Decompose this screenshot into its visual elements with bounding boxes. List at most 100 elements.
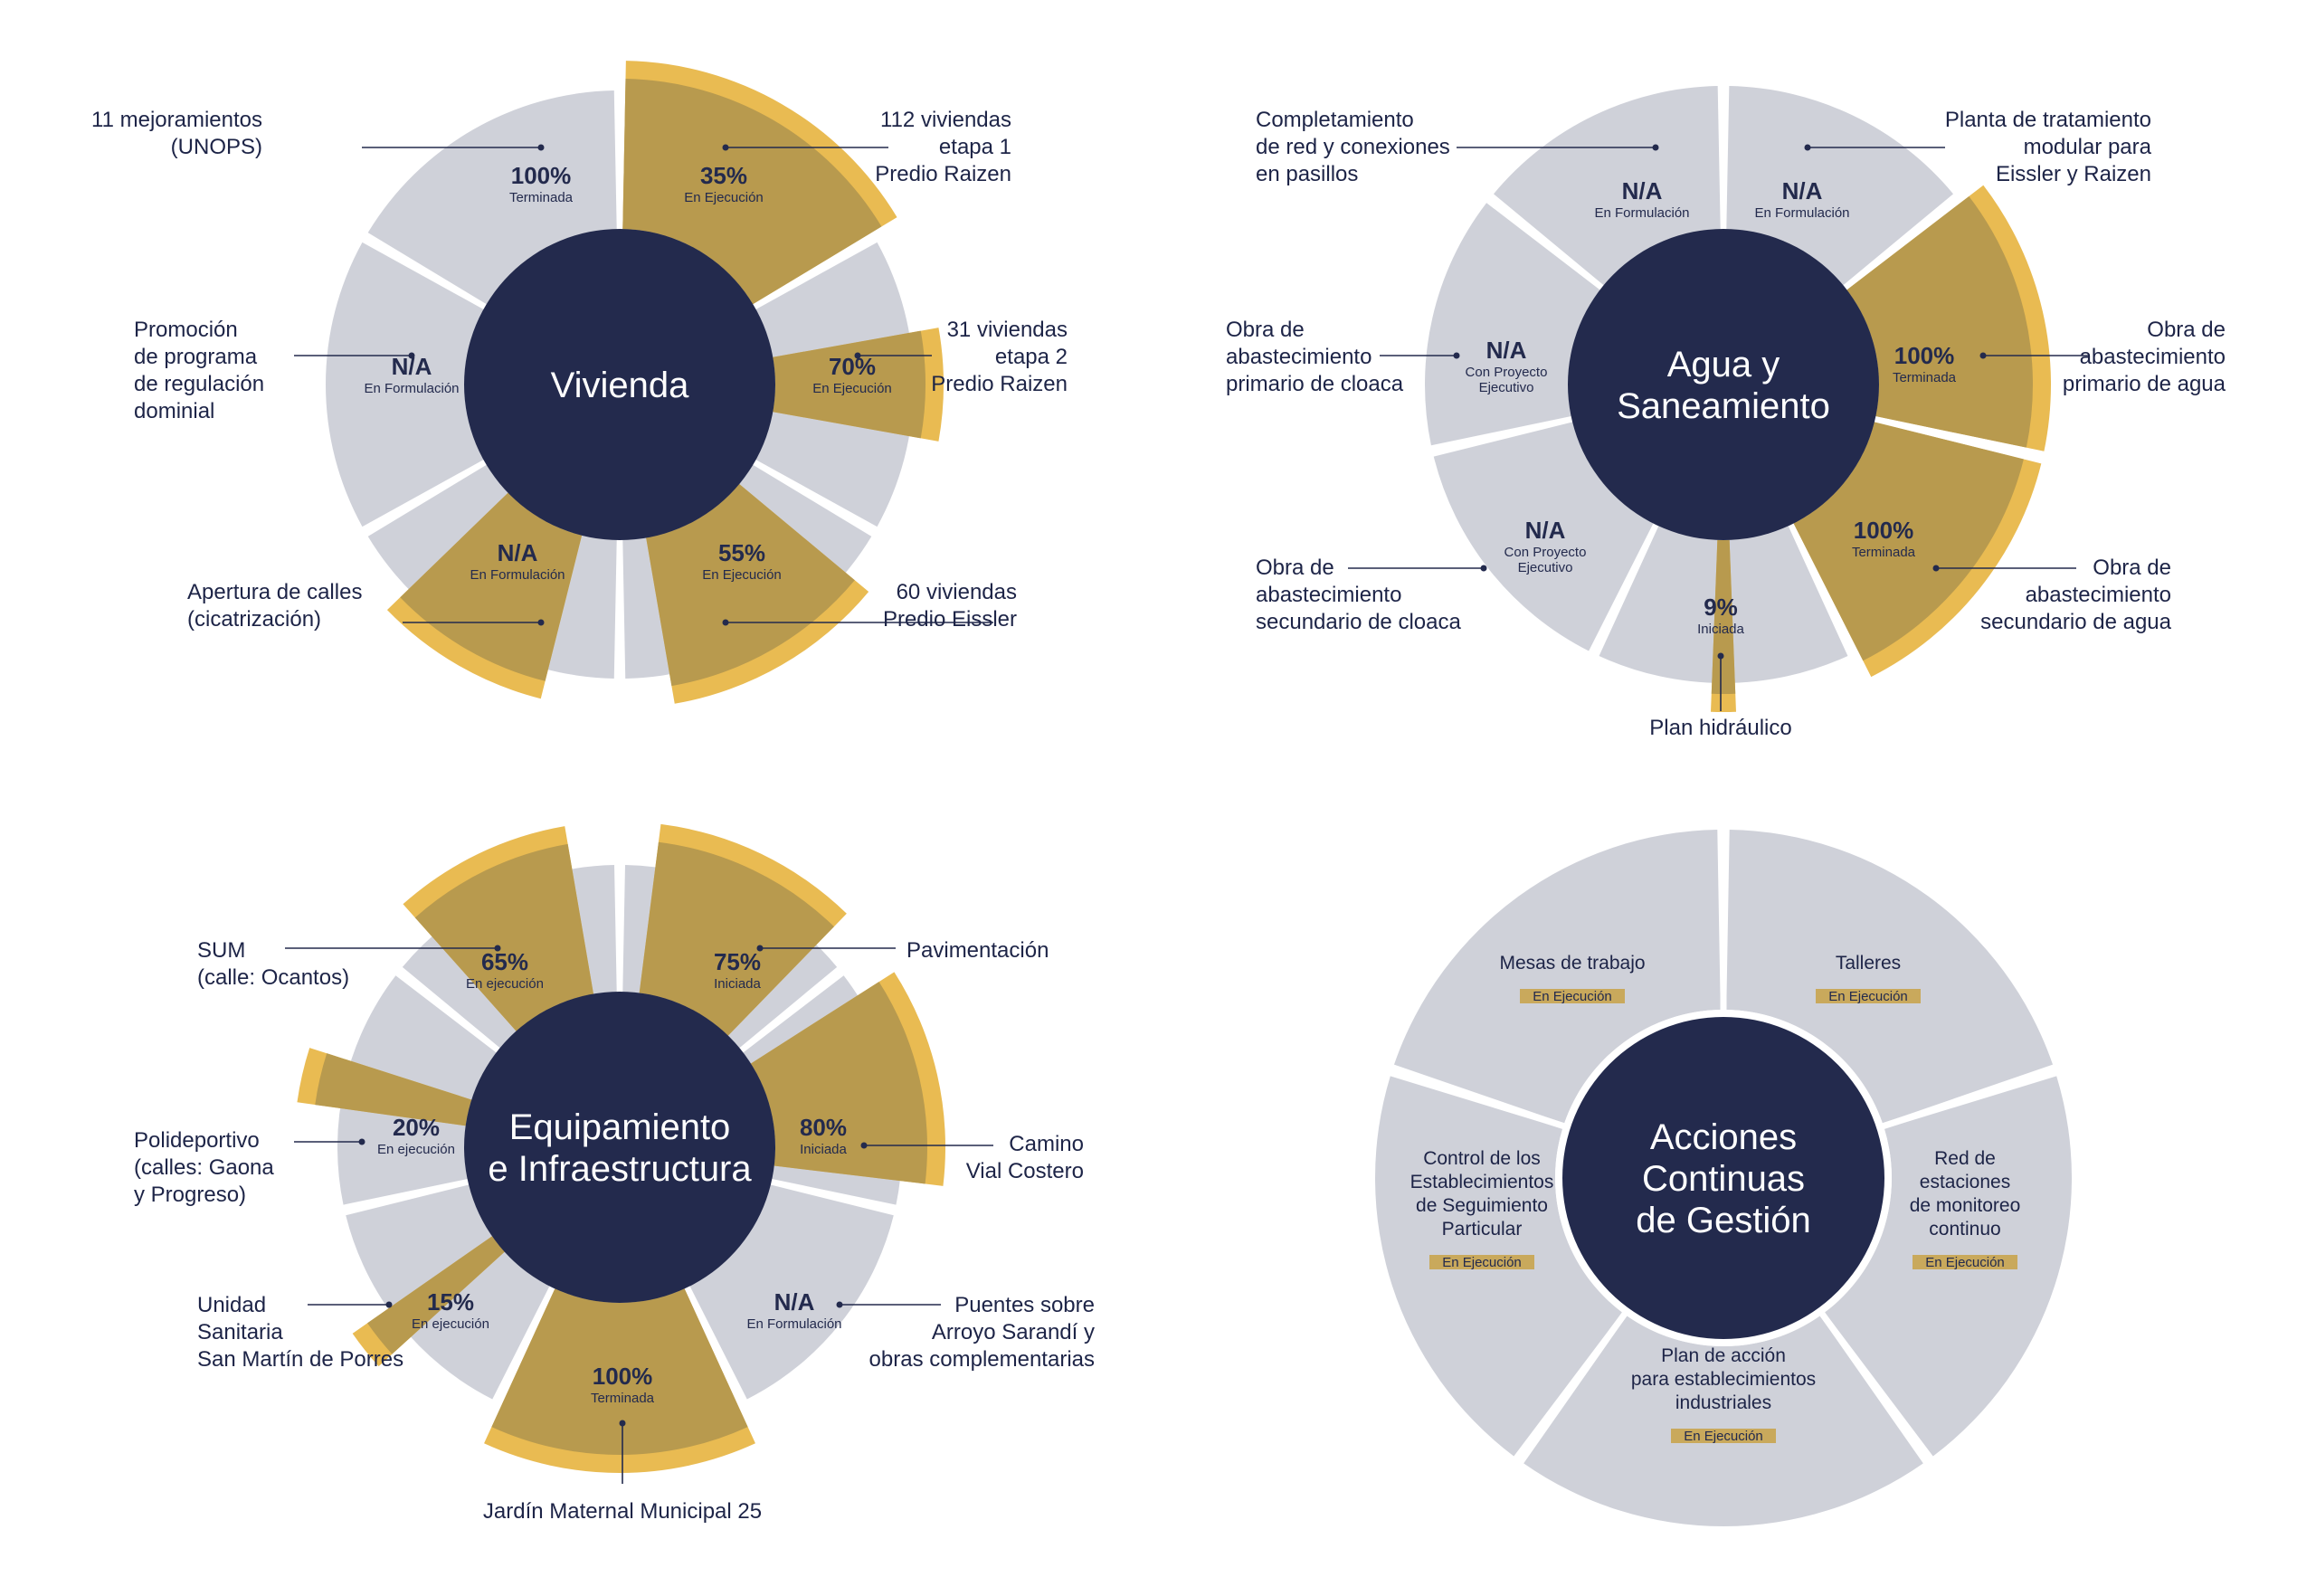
progress-fill <box>400 492 583 681</box>
segment-label-line: (UNOPS) <box>171 135 262 159</box>
segment-label-line: abastecimiento <box>1256 583 1401 607</box>
segment-percent: 80% <box>800 1114 847 1141</box>
segment-status: Iniciada <box>1697 622 1744 637</box>
segment-status-line: En Formulación <box>1754 205 1849 221</box>
callout-dot <box>860 1142 868 1149</box>
segment-status: Terminada <box>1852 545 1916 560</box>
segment-status: En Ejecución <box>812 381 892 396</box>
segment-percent: 65% <box>481 948 528 975</box>
progress-fill <box>367 1236 505 1354</box>
segment-background <box>1726 86 1954 287</box>
segment-percent-line: 75% <box>714 948 761 975</box>
segment-percent-line: N/A <box>498 539 538 566</box>
segment-label-line: Obra de <box>2147 318 2226 342</box>
callout-dot <box>1717 652 1724 660</box>
progress-fill <box>1711 539 1736 694</box>
segment-status-line: Terminada <box>1893 370 1957 385</box>
segment-separator <box>1462 176 1604 290</box>
callout-dot <box>494 945 501 952</box>
segment-label-line: Arroyo Sarandí y <box>932 1320 1095 1344</box>
segment-status-line: En ejecución <box>412 1316 489 1332</box>
status-badge-text: En Ejecución <box>1442 1255 1522 1270</box>
action-label-line: estaciones <box>1920 1172 2010 1192</box>
segment-label-line: Predio Raizen <box>931 372 1068 396</box>
segment-percent-line: 55% <box>718 539 765 566</box>
action-label: Control de los Establecimientos de Seguimi… <box>1410 1148 1554 1240</box>
status-badge <box>1671 1429 1776 1443</box>
segment-separator <box>753 460 906 551</box>
segment-percent-line: 15% <box>427 1288 474 1316</box>
segment-percent-line: N/A <box>774 1288 815 1316</box>
segment-status-line: En Ejecución <box>684 190 764 205</box>
segment-percent: 35% <box>700 162 747 189</box>
segment-status-line: En Formulación <box>746 1316 841 1332</box>
callout-dot <box>854 352 861 359</box>
segment-label: 60 viviendas Predio Eissler <box>883 580 1017 632</box>
segment-label: Pavimentación <box>906 938 1049 963</box>
status-badge-text: En Ejecución <box>1684 1429 1763 1444</box>
segment-label: SUM (calle: Ocantos) <box>197 938 349 990</box>
segment-separator <box>334 218 487 309</box>
segment-label: Planta de tratamiento modular para Eissler… <box>1945 108 2152 186</box>
segment-background <box>1493 86 1721 287</box>
segment-percent: N/A <box>1486 337 1527 364</box>
segment-status: En Ejecución <box>702 567 782 583</box>
segment-status-line: Con Proyecto <box>1466 365 1548 380</box>
segment-status: Terminada <box>509 190 574 205</box>
progress-fill <box>414 843 593 1031</box>
segment-status: En ejecución <box>412 1316 489 1332</box>
center-circle <box>464 992 775 1303</box>
progress-fill <box>646 484 855 687</box>
segment-percent: 100% <box>593 1363 653 1390</box>
segment-percent: N/A <box>1782 177 1823 204</box>
center-title-line: Saneamiento <box>1617 386 1830 426</box>
center-title: Acciones Continuas de Gestión <box>1636 1117 1810 1240</box>
segment-percent-line: N/A <box>1622 177 1663 204</box>
segment-separator <box>1788 523 1870 685</box>
center-title-line: Vivienda <box>551 366 689 405</box>
segment-status-line: Iniciada <box>714 976 761 992</box>
segment-label: Obra de abastecimiento secundario de cloac… <box>1256 556 1461 634</box>
segment-label-line: modular para <box>2024 135 2152 159</box>
segment-status: Con Proyecto Ejecutivo <box>1504 545 1587 575</box>
segment-percent: N/A <box>1525 517 1566 544</box>
callout-dot <box>537 619 545 626</box>
segment-percent: 70% <box>829 353 876 380</box>
segment-percent: 9% <box>1704 594 1738 621</box>
segment-label-line: Polideportivo <box>134 1128 260 1153</box>
progress-fill <box>1846 195 2034 448</box>
segment-label-line: Planta de tratamiento <box>1945 108 2151 132</box>
status-badge-text: En Ejecución <box>1828 989 1908 1004</box>
status-badge <box>1520 989 1625 1003</box>
segment-label: Obra de abastecimiento primario de agua <box>2063 318 2226 396</box>
segment-label-line: 112 viviendas <box>880 108 1011 132</box>
callout-dot <box>1932 565 1940 572</box>
segment-percent-line: N/A <box>1525 517 1566 544</box>
center-title-line: Continuas <box>1642 1159 1805 1199</box>
center-title-line: de Gestión <box>1636 1201 1810 1240</box>
segment-label-line: SUM <box>197 938 245 963</box>
segment-separator <box>474 1286 555 1446</box>
segment-separator <box>1875 1066 2060 1132</box>
action-label-line: Red de <box>1934 1148 1996 1169</box>
segment-percent: 15% <box>427 1288 474 1316</box>
segment-status: En Formulación <box>364 381 459 396</box>
segment-status: Terminada <box>1893 370 1957 385</box>
callout-dot <box>1652 144 1659 151</box>
segment-status-line: Ejecutivo <box>1479 380 1534 395</box>
segment-label: 112 viviendas etapa 1 Predio Raizen <box>875 108 1011 186</box>
callout-dot <box>756 945 764 952</box>
segment-percent: 100% <box>1894 342 1955 369</box>
segment-label-line: (calles: Gaona <box>134 1155 274 1180</box>
segment-label-line: (calle: Ocantos) <box>197 965 349 990</box>
segment-status: En ejecución <box>466 976 544 992</box>
segment-label-line: y Progreso) <box>134 1183 246 1207</box>
center-circle <box>1562 1017 1884 1339</box>
action-label-line: industriales <box>1675 1392 1771 1413</box>
segment-label-line: Vial Costero <box>966 1159 1084 1183</box>
segment-label-line: abastecimiento <box>2026 583 2171 607</box>
segment-background <box>1425 203 1602 446</box>
segment-label: 11 mejoramientos (UNOPS) <box>91 108 262 159</box>
segment-label-line: Jardín Maternal Municipal 25 <box>483 1499 762 1524</box>
progress-fill <box>1793 422 2024 661</box>
